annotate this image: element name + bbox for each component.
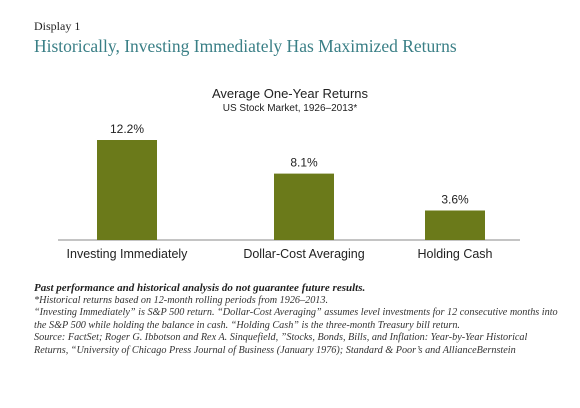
footnote-definitions: “Investing Immediately” is S&P 500 retur… [34,307,558,331]
bar-2 [425,210,485,240]
chart-subtitle: US Stock Market, 1926–2013* [222,103,358,114]
value-label-2: 3.6% [441,192,469,206]
bar-chart: 12.2% Investing Immediately 8.1% Dollar-Cos… [58,122,520,261]
disclaimer-text: Past performance and historical analysis… [34,282,366,294]
category-label-1: Dollar-Cost Averaging [243,247,364,261]
footnote-historical: *Historical returns based on 12-month ro… [34,294,329,306]
value-label-0: 12.2% [110,122,144,136]
bar-1 [274,173,334,240]
category-label-2: Holding Cash [417,247,492,261]
footnote-source: Source: FactSet; Roger G. Ibbotson and R… [34,332,528,356]
page-title: Historically, Investing Immediately Has … [34,36,457,56]
footnotes: Past performance and historical analysis… [34,282,564,358]
chart-title: Average One-Year Returns [211,86,369,101]
bar-0 [97,140,157,240]
display-label: Display 1 [34,19,81,33]
value-label-1: 8.1% [290,156,318,170]
category-label-0: Investing Immediately [67,247,189,261]
